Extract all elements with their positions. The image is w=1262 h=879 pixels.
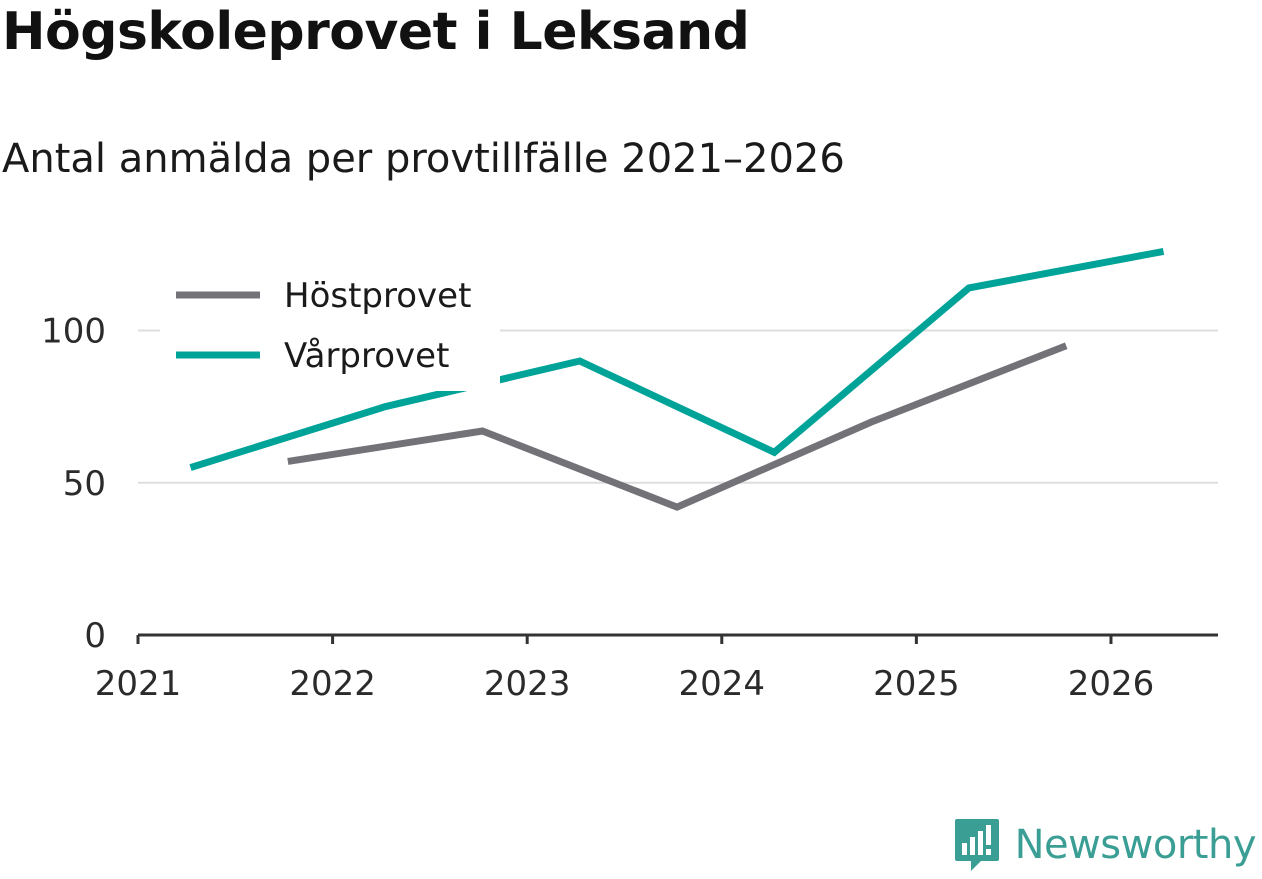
legend-background <box>160 259 500 391</box>
brand-name: Newsworthy <box>1014 822 1257 868</box>
y-tick-label: 50 <box>63 464 106 504</box>
x-tick-label: 2022 <box>289 664 376 704</box>
y-axis-labels: 0 50 100 <box>41 312 106 656</box>
y-tick-label: 100 <box>41 312 106 352</box>
newsworthy-bars-icon <box>954 819 999 871</box>
series-line-hostprovet <box>287 342 1068 511</box>
legend-label: Vårprovet <box>284 336 449 376</box>
legend: Höstprovet Vårprovet <box>160 259 500 391</box>
newsworthy-logo: Newsworthy <box>953 817 1257 873</box>
x-tick-label: 2024 <box>679 664 766 704</box>
y-tick-label: 0 <box>84 616 106 656</box>
chart-subtitle: Antal anmälda per provtillfälle 2021–202… <box>2 136 845 182</box>
series-lines <box>189 247 1165 511</box>
x-tick-label: 2026 <box>1068 664 1155 704</box>
x-tick-label: 2023 <box>484 664 571 704</box>
x-tick-label: 2021 <box>95 664 182 704</box>
series-line-varprovet <box>189 247 1165 471</box>
x-axis-labels: 2021 2022 2023 2024 2025 2026 <box>95 664 1155 704</box>
chart-title: Högskoleprovet i Leksand <box>2 2 750 62</box>
x-axis <box>136 633 1218 644</box>
legend-label: Höstprovet <box>284 276 471 316</box>
x-tick-label: 2025 <box>873 664 960 704</box>
